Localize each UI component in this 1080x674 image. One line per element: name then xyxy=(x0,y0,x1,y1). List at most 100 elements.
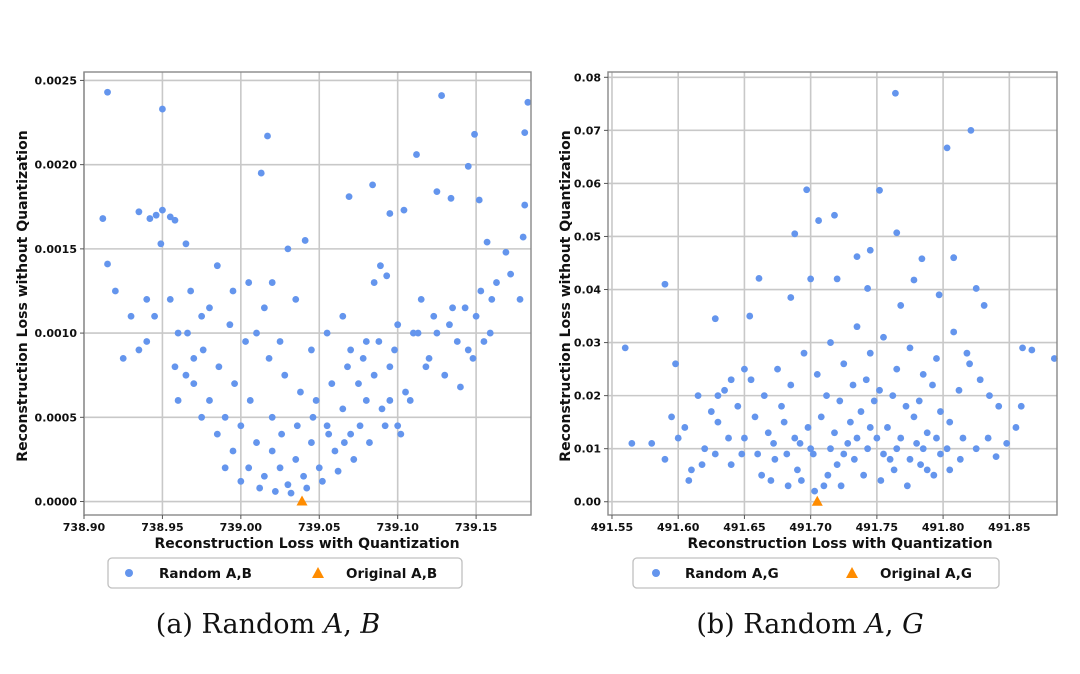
scatter-point xyxy=(831,429,838,437)
scatter-point xyxy=(774,365,781,373)
scatter-point xyxy=(394,321,402,329)
scatter-point xyxy=(837,482,845,490)
scatter-point xyxy=(827,445,834,453)
scatter-point xyxy=(480,338,488,345)
panel-a-ytick-label: 0.0000 xyxy=(35,496,78,509)
scatter-point xyxy=(890,466,898,474)
caption-b-var1: A xyxy=(862,609,885,640)
legend-random-ag-label: Random A,G xyxy=(685,566,779,582)
scatter-point xyxy=(246,397,254,404)
scatter-point xyxy=(919,371,927,378)
scatter-point xyxy=(507,270,515,278)
panel-b-ytick-label: 0.04 xyxy=(574,284,601,297)
scatter-point xyxy=(815,217,822,224)
scatter-point xyxy=(260,472,268,480)
scatter-point xyxy=(469,354,477,362)
original-point xyxy=(811,495,823,506)
scatter-point xyxy=(146,215,154,222)
scatter-point xyxy=(902,402,910,410)
scatter-point xyxy=(301,237,309,244)
scatter-point xyxy=(159,105,166,113)
scatter-point xyxy=(897,302,905,309)
scatter-point xyxy=(800,349,808,357)
panel-b-ytick-label: 0.02 xyxy=(574,390,601,403)
scatter-point xyxy=(453,338,461,345)
scatter-point xyxy=(215,363,223,371)
scatter-point xyxy=(166,295,174,303)
scatter-point xyxy=(284,245,292,253)
legend-random-ag-marker xyxy=(652,569,660,577)
scatter-point xyxy=(174,329,182,337)
scatter-point xyxy=(369,181,376,189)
scatter-point xyxy=(794,466,801,474)
panel-a: 738.90 738.95 739.00 739.05 739.10 739.15 0.0… xyxy=(15,71,532,589)
scatter-point xyxy=(377,262,384,270)
scatter-point xyxy=(714,418,722,426)
scatter-point xyxy=(780,418,788,426)
scatter-point xyxy=(711,315,719,323)
scatter-point xyxy=(417,295,425,303)
scatter-point xyxy=(976,376,984,384)
scatter-point xyxy=(397,430,405,438)
scatter-point xyxy=(347,430,355,438)
panel-a-grid xyxy=(83,72,531,515)
scatter-point xyxy=(747,376,755,384)
scatter-point xyxy=(906,455,914,463)
panel-b-ytick-label: 0.00 xyxy=(574,496,601,509)
scatter-point xyxy=(1050,355,1058,362)
scatter-point xyxy=(315,464,323,472)
legend-random-ab-label: Random A,B xyxy=(159,566,252,582)
scatter-point xyxy=(309,413,317,421)
scatter-point xyxy=(135,346,143,354)
scatter-point xyxy=(943,445,951,453)
scatter-point xyxy=(461,304,469,312)
scatter-point xyxy=(331,447,339,455)
panel-b-xtick-label: 491.65 xyxy=(723,521,765,534)
scatter-point xyxy=(919,445,927,453)
scatter-point xyxy=(242,338,249,345)
scatter-point xyxy=(966,360,973,368)
scatter-point xyxy=(787,294,795,301)
scatter-point xyxy=(840,450,848,458)
scatter-point xyxy=(711,450,719,458)
scatter-point xyxy=(886,455,894,463)
scatter-point xyxy=(278,430,286,438)
scatter-point xyxy=(406,397,414,404)
scatter-point xyxy=(721,386,728,394)
panel-b-xtick-label: 491.85 xyxy=(988,521,1030,534)
scatter-point xyxy=(903,482,911,490)
scatter-point xyxy=(688,466,695,474)
scatter-point xyxy=(681,424,689,431)
scatter-point xyxy=(198,312,206,320)
scatter-point xyxy=(849,381,857,389)
panel-a-xlabel: Reconstruction Loss with Quantization xyxy=(154,536,459,552)
scatter-point xyxy=(386,210,394,217)
caption-a: (a) Random A, B xyxy=(156,609,380,640)
scatter-point xyxy=(980,302,988,309)
panel-a-ytick-label: 0.0010 xyxy=(35,327,78,340)
scatter-point xyxy=(727,461,735,468)
scatter-point xyxy=(446,321,453,329)
scatter-point xyxy=(350,456,358,463)
scatter-point xyxy=(308,439,315,446)
scatter-point xyxy=(370,279,378,286)
scatter-point xyxy=(475,196,483,204)
scatter-point xyxy=(876,186,883,194)
panel-a-xtick-label: 739.00 xyxy=(220,521,263,534)
scatter-point xyxy=(783,450,791,458)
scatter-point xyxy=(853,323,861,331)
scatter-point xyxy=(190,380,198,388)
scatter-point xyxy=(312,397,320,404)
scatter-point xyxy=(400,206,408,214)
scatter-point xyxy=(1003,439,1011,447)
scatter-point xyxy=(917,461,924,468)
scatter-point xyxy=(984,434,992,442)
scatter-point xyxy=(714,392,722,400)
scatter-point xyxy=(256,484,264,492)
scatter-point xyxy=(378,405,386,413)
panel-b-frame xyxy=(607,71,1058,516)
scatter-point xyxy=(413,151,420,158)
panel-b-legend-box xyxy=(632,557,1000,589)
panel-a-legend: Random A,B Original A,B xyxy=(107,557,463,589)
